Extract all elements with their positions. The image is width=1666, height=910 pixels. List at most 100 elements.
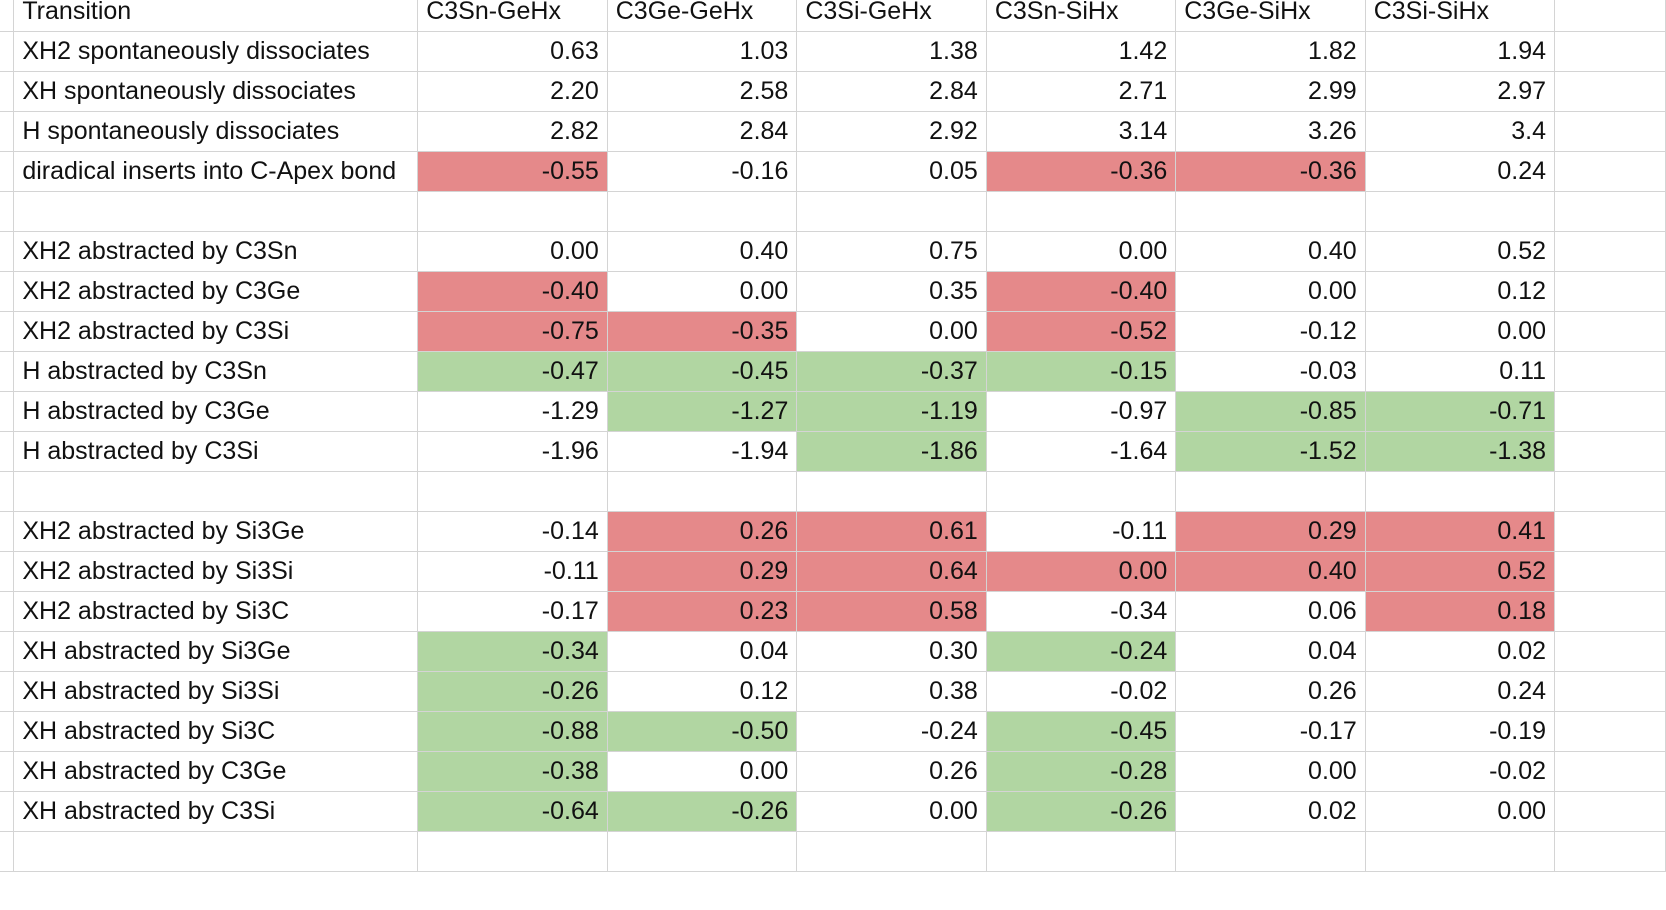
value-cell[interactable]: -1.38: [1364, 431, 1556, 472]
transition-label-cell[interactable]: [13, 831, 419, 872]
value-cell[interactable]: -1.86: [796, 431, 987, 472]
value-cell[interactable]: [1364, 191, 1556, 232]
value-cell[interactable]: 0.35: [796, 271, 987, 312]
transition-label-cell[interactable]: XH abstracted by Si3Si: [13, 671, 419, 712]
value-cell[interactable]: -0.35: [606, 311, 798, 352]
value-cell[interactable]: 0.02: [1364, 631, 1556, 672]
value-cell[interactable]: [1175, 471, 1366, 512]
value-cell[interactable]: 0.40: [606, 231, 798, 272]
value-cell[interactable]: -1.96: [417, 431, 608, 472]
value-cell[interactable]: [417, 471, 608, 512]
empty-cell[interactable]: [1554, 271, 1666, 312]
transition-label-cell[interactable]: XH2 abstracted by C3Ge: [13, 271, 419, 312]
value-cell[interactable]: -0.55: [417, 151, 608, 192]
value-cell[interactable]: [417, 191, 608, 232]
value-cell[interactable]: 0.00: [796, 791, 987, 832]
value-cell[interactable]: 0.02: [1175, 791, 1366, 832]
value-cell[interactable]: 2.99: [1175, 71, 1366, 112]
value-cell[interactable]: -0.02: [1364, 751, 1556, 792]
value-cell[interactable]: [985, 471, 1177, 512]
value-cell[interactable]: [1175, 831, 1366, 872]
value-cell[interactable]: -0.26: [985, 791, 1177, 832]
value-cell[interactable]: 0.52: [1364, 551, 1556, 592]
value-cell[interactable]: 0.00: [1364, 791, 1556, 832]
value-cell[interactable]: 3.14: [985, 111, 1177, 152]
value-cell[interactable]: -0.34: [417, 631, 608, 672]
value-cell[interactable]: -1.94: [606, 431, 798, 472]
value-cell[interactable]: -0.36: [985, 151, 1177, 192]
empty-cell[interactable]: [1554, 231, 1666, 272]
value-cell[interactable]: 0.05: [796, 151, 987, 192]
value-cell[interactable]: [606, 191, 798, 232]
value-cell[interactable]: 0.00: [1175, 271, 1366, 312]
value-cell[interactable]: 0.06: [1175, 591, 1366, 632]
value-cell[interactable]: 0.23: [606, 591, 798, 632]
value-cell[interactable]: [417, 831, 608, 872]
transition-label-cell[interactable]: XH2 spontaneously dissociates: [13, 31, 419, 72]
transition-label-cell[interactable]: XH2 abstracted by Si3C: [13, 591, 419, 632]
value-cell[interactable]: 1.38: [796, 31, 987, 72]
transition-label-cell[interactable]: H abstracted by C3Sn: [13, 351, 419, 392]
value-cell[interactable]: -0.17: [417, 591, 608, 632]
value-cell[interactable]: -0.26: [606, 791, 798, 832]
value-cell[interactable]: 0.26: [1175, 671, 1366, 712]
value-cell[interactable]: -0.52: [985, 311, 1177, 352]
value-cell[interactable]: 1.03: [606, 31, 798, 72]
transition-label-cell[interactable]: diradical inserts into C-Apex bond: [13, 151, 419, 192]
value-cell[interactable]: 0.26: [796, 751, 987, 792]
value-cell[interactable]: 0.00: [606, 271, 798, 312]
transition-label-cell[interactable]: XH abstracted by Si3Ge: [13, 631, 419, 672]
header-cell-transition[interactable]: Transition: [13, 0, 419, 32]
value-cell[interactable]: 0.30: [796, 631, 987, 672]
value-cell[interactable]: -0.26: [417, 671, 608, 712]
value-cell[interactable]: 0.29: [606, 551, 798, 592]
empty-cell[interactable]: [1554, 71, 1666, 112]
empty-cell[interactable]: [1554, 631, 1666, 672]
value-cell[interactable]: -0.75: [417, 311, 608, 352]
value-cell[interactable]: 1.82: [1175, 31, 1366, 72]
header-cell[interactable]: C3Ge-GeHx: [606, 0, 798, 32]
value-cell[interactable]: [606, 831, 798, 872]
value-cell[interactable]: 0.24: [1364, 671, 1556, 712]
value-cell[interactable]: -0.47: [417, 351, 608, 392]
value-cell[interactable]: -0.24: [985, 631, 1177, 672]
value-cell[interactable]: [796, 471, 987, 512]
value-cell[interactable]: 0.11: [1364, 351, 1556, 392]
value-cell[interactable]: -0.28: [985, 751, 1177, 792]
value-cell[interactable]: 0.04: [606, 631, 798, 672]
empty-cell[interactable]: [1554, 591, 1666, 632]
value-cell[interactable]: 2.84: [796, 71, 987, 112]
value-cell[interactable]: 2.97: [1364, 71, 1556, 112]
value-cell[interactable]: -0.19: [1364, 711, 1556, 752]
empty-cell[interactable]: [1554, 751, 1666, 792]
value-cell[interactable]: [796, 191, 987, 232]
value-cell[interactable]: 0.40: [1175, 551, 1366, 592]
transition-label-cell[interactable]: XH abstracted by Si3C: [13, 711, 419, 752]
empty-cell[interactable]: [1554, 671, 1666, 712]
value-cell[interactable]: -0.34: [985, 591, 1177, 632]
transition-label-cell[interactable]: H abstracted by C3Si: [13, 431, 419, 472]
value-cell[interactable]: 3.4: [1364, 111, 1556, 152]
value-cell[interactable]: -1.64: [985, 431, 1177, 472]
transition-label-cell[interactable]: XH abstracted by C3Si: [13, 791, 419, 832]
empty-cell[interactable]: [1554, 391, 1666, 432]
value-cell[interactable]: -0.88: [417, 711, 608, 752]
value-cell[interactable]: -0.11: [985, 511, 1177, 552]
value-cell[interactable]: 0.00: [796, 311, 987, 352]
value-cell[interactable]: -0.15: [985, 351, 1177, 392]
value-cell[interactable]: 0.04: [1175, 631, 1366, 672]
value-cell[interactable]: 2.71: [985, 71, 1177, 112]
value-cell[interactable]: -0.03: [1175, 351, 1366, 392]
value-cell[interactable]: -0.40: [417, 271, 608, 312]
empty-cell[interactable]: [1554, 471, 1666, 512]
header-cell[interactable]: C3Si-GeHx: [796, 0, 987, 32]
value-cell[interactable]: -0.40: [985, 271, 1177, 312]
header-cell[interactable]: C3Sn-SiHx: [985, 0, 1177, 32]
transition-label-cell[interactable]: XH2 abstracted by Si3Si: [13, 551, 419, 592]
empty-cell[interactable]: [1554, 831, 1666, 872]
transition-label-cell[interactable]: XH2 abstracted by C3Si: [13, 311, 419, 352]
value-cell[interactable]: -0.45: [985, 711, 1177, 752]
value-cell[interactable]: -0.64: [417, 791, 608, 832]
value-cell[interactable]: 2.82: [417, 111, 608, 152]
value-cell[interactable]: -0.12: [1175, 311, 1366, 352]
